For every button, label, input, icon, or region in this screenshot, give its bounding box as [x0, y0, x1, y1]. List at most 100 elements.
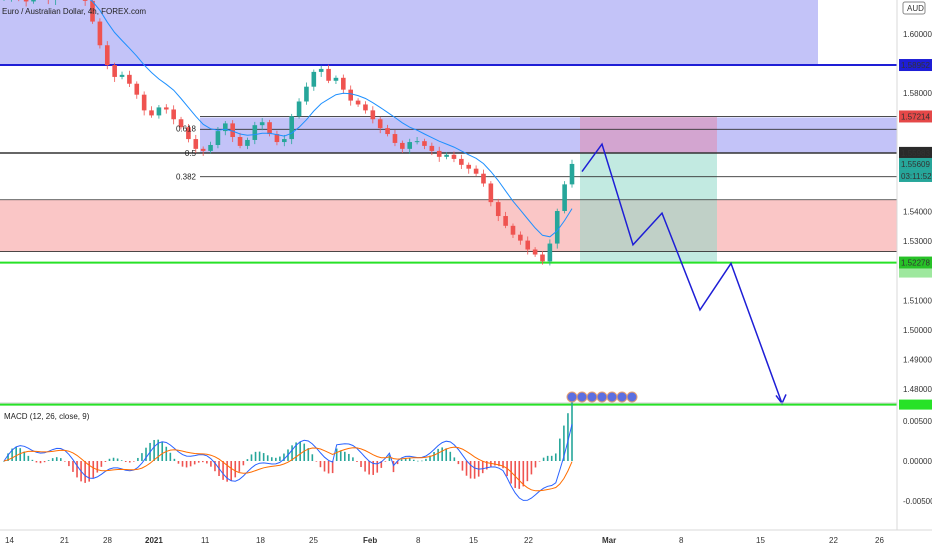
time-axis-label: 26: [875, 536, 884, 545]
macd-histogram-bar: [51, 458, 54, 461]
economic-event-icon[interactable]: [616, 391, 628, 403]
macd-histogram-bar: [563, 425, 565, 461]
macd-histogram-bar: [60, 458, 62, 461]
macd-line: [3, 424, 573, 501]
candle-body: [459, 158, 464, 165]
economic-event-icon[interactable]: [606, 391, 618, 403]
macd-histogram-bar: [7, 453, 9, 461]
macd-histogram-bar: [275, 457, 277, 461]
macd-histogram-bar: [384, 461, 387, 462]
macd-histogram-bar: [108, 458, 111, 461]
economic-event-icon[interactable]: [596, 391, 608, 403]
candle-body: [222, 123, 228, 132]
candle-body: [127, 74, 132, 84]
economic-event-icon[interactable]: [586, 391, 598, 403]
macd-histogram-bar: [165, 446, 168, 461]
macd-histogram-bar: [23, 451, 26, 461]
candle-body: [532, 249, 538, 255]
candle-body: [23, 0, 29, 2]
candles-layer: [3, 0, 575, 266]
macd-histogram-bar: [327, 461, 330, 474]
event-badges[interactable]: [566, 391, 638, 403]
macd-histogram-bar: [437, 448, 439, 461]
time-axis-label: 25: [309, 536, 318, 545]
macd-histogram-bar: [372, 461, 374, 475]
macd-histogram-bar: [258, 451, 261, 461]
macd-histogram-bar: [433, 452, 435, 461]
macd-histogram-bar: [157, 439, 159, 461]
economic-event-icon[interactable]: [566, 391, 578, 403]
price-tag-box: [899, 169, 932, 182]
macd-histogram-bar: [141, 453, 143, 461]
price-tag-box: [899, 59, 932, 72]
demand-zone: [0, 199, 897, 252]
candle-body: [267, 122, 272, 135]
macd-histogram-bar: [279, 456, 281, 461]
macd-histogram-bar: [538, 461, 541, 462]
macd-histogram-bar: [303, 443, 306, 461]
macd-histogram-bar: [368, 461, 370, 475]
signal-line: [3, 446, 573, 492]
macd-histogram-bar: [457, 461, 460, 465]
fib-zone: [200, 117, 897, 153]
candle-body: [547, 243, 553, 262]
candle-body: [274, 134, 280, 143]
macd-histogram-bar: [35, 461, 38, 463]
macd-histogram-bar: [226, 461, 228, 482]
candle-body: [245, 139, 250, 146]
macd-histogram-bar: [112, 457, 115, 461]
candle-body: [392, 134, 398, 143]
time-axis-label: 11: [201, 536, 210, 545]
candle-body: [82, 0, 88, 1]
economic-event-icon[interactable]: [576, 391, 588, 403]
price-axis-labels[interactable]: 1.60000 1.58000 1.54000 1.53000 1.51000 1.500…: [903, 30, 932, 394]
candle-body: [112, 65, 117, 77]
candle-body: [163, 107, 169, 110]
price-tag-label: 1.55609: [901, 160, 930, 169]
macd-histogram-bar: [11, 448, 13, 461]
macd-histogram-bar: [469, 461, 472, 479]
time-axis-labels[interactable]: 14 21 28 2021 11 18 25 Feb 8 15 22 Mar 8 15 22 26: [5, 536, 884, 545]
macd-histogram-bar: [400, 459, 403, 461]
macd-histogram-bar: [230, 461, 232, 481]
macd-histogram-bar: [494, 461, 496, 466]
macd-histogram-bar: [15, 446, 17, 461]
symbol-title: Euro / Australian Dollar, 4h, FOREX.com: [2, 7, 146, 16]
macd-histogram-bar: [137, 457, 139, 461]
macd-histogram-bar: [92, 461, 95, 478]
macd-histogram-bar: [534, 461, 537, 468]
macd-histogram-bar: [339, 450, 342, 461]
time-axis-label: Feb: [363, 536, 377, 545]
candle-body: [90, 0, 95, 22]
macd-histogram-bar: [64, 461, 66, 462]
time-axis-label: Mar: [602, 536, 616, 545]
macd-histogram-bar: [100, 461, 103, 467]
macd-histogram-bar: [197, 461, 200, 463]
fib-label: 0.382: [176, 173, 197, 182]
macd-histogram-bar: [567, 413, 569, 461]
macd-histogram-bar: [408, 458, 411, 461]
price-tag-label: 1.57214: [901, 112, 930, 121]
price-tag-box: [899, 399, 932, 410]
macd-histogram-bar: [299, 441, 301, 461]
macd-histogram-bar: [242, 461, 245, 466]
fib-labels: 0.618 0.5 0.382: [176, 125, 197, 182]
macd-histogram-bar: [153, 439, 155, 461]
macd-histogram-bar: [461, 461, 464, 471]
price-axis-label: 1.54000: [903, 208, 932, 217]
currency-badge[interactable]: [902, 1, 926, 15]
macd-histogram-bar: [380, 461, 383, 468]
price-tag-label: 03:11:52: [901, 172, 932, 181]
economic-event-icon[interactable]: [626, 391, 638, 403]
candle-body: [156, 107, 162, 116]
candle-body: [414, 141, 420, 143]
moving-average-line: [89, 0, 573, 238]
macd-histogram-bar: [202, 461, 204, 463]
macd-histogram-bar: [104, 461, 107, 462]
candle-body: [31, 0, 36, 2]
candle-body: [444, 154, 449, 157]
candle-body: [149, 110, 154, 116]
price-tag-label: 1.52278: [901, 259, 930, 268]
macd-histogram-bar: [84, 461, 86, 483]
